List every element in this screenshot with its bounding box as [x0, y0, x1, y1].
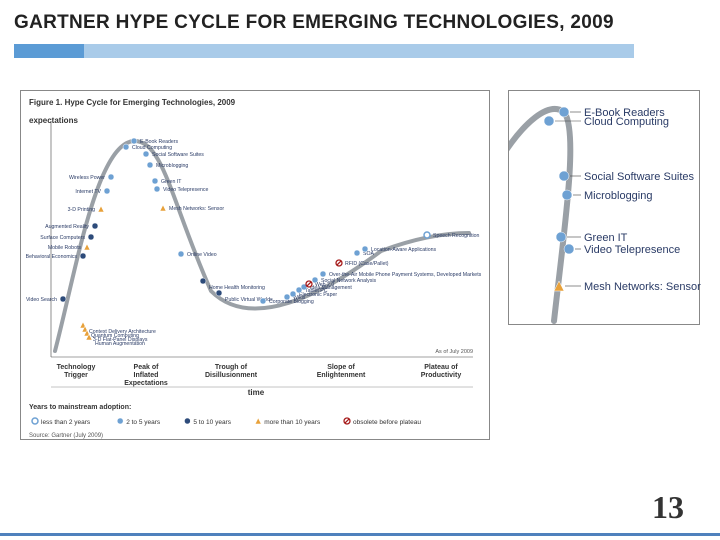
- slide-title: GARTNER HYPE CYCLE FOR EMERGING TECHNOLO…: [0, 0, 720, 40]
- slide: GARTNER HYPE CYCLE FOR EMERGING TECHNOLO…: [0, 0, 720, 540]
- ribbon-dark: [14, 44, 84, 58]
- svg-text:5 to 10 years: 5 to 10 years: [193, 419, 231, 426]
- svg-text:Social Software Suites: Social Software Suites: [152, 152, 204, 158]
- svg-text:Speech Recognition: Speech Recognition: [433, 233, 480, 239]
- hype-cycle-main-chart: Figure 1. Hype Cycle for Emerging Techno…: [20, 90, 490, 440]
- bottom-accent-line: [0, 533, 720, 536]
- svg-text:E-Book Readers: E-Book Readers: [584, 107, 665, 119]
- svg-text:Online Video: Online Video: [187, 252, 217, 258]
- svg-text:2 to 5 years: 2 to 5 years: [126, 419, 161, 426]
- svg-text:Internet TV: Internet TV: [75, 189, 101, 195]
- svg-text:Microblogging: Microblogging: [584, 190, 652, 202]
- page-number: 13: [652, 489, 684, 526]
- svg-text:obsolete before plateau: obsolete before plateau: [353, 419, 421, 426]
- svg-text:Peak ofInflatedExpectations: Peak ofInflatedExpectations: [124, 364, 168, 387]
- svg-text:Video Search: Video Search: [26, 297, 57, 303]
- svg-text:Surface Computers: Surface Computers: [40, 235, 85, 241]
- svg-text:Source: Gartner (July 2009): Source: Gartner (July 2009): [29, 433, 103, 439]
- svg-text:E-Book Readers: E-Book Readers: [140, 139, 178, 145]
- svg-text:Over-the-Air Mobile Phone Paym: Over-the-Air Mobile Phone Payment System…: [329, 272, 482, 278]
- svg-text:Home Health Monitoring: Home Health Monitoring: [209, 285, 265, 291]
- svg-text:Plateau ofProductivity: Plateau ofProductivity: [421, 364, 462, 379]
- svg-text:less than 2 years: less than 2 years: [41, 419, 91, 426]
- svg-text:Cloud Computing: Cloud Computing: [132, 145, 172, 151]
- svg-text:Green IT: Green IT: [161, 179, 182, 185]
- svg-text:Years to mainstream adoption:: Years to mainstream adoption:: [29, 404, 131, 411]
- svg-text:Location-Aware Applications: Location-Aware Applications: [371, 247, 436, 253]
- svg-text:Corporate Blogging: Corporate Blogging: [269, 299, 314, 305]
- svg-text:Figure 1. Hype Cycle for Emerg: Figure 1. Hype Cycle for Emerging Techno…: [29, 98, 236, 107]
- svg-text:Mesh Networks: Sensor: Mesh Networks: Sensor: [584, 281, 701, 293]
- svg-text:Behavioral Economics: Behavioral Economics: [26, 254, 78, 260]
- svg-text:time: time: [248, 388, 265, 397]
- svg-text:Mobile Robots: Mobile Robots: [48, 245, 82, 251]
- svg-text:Slope ofEnlightenment: Slope ofEnlightenment: [317, 364, 366, 379]
- svg-text:Social Network Analysis: Social Network Analysis: [321, 278, 376, 284]
- svg-text:more than 10 years: more than 10 years: [264, 419, 321, 426]
- hype-cycle-detail-chart: Cloud ComputingE-Book ReadersSocial Soft…: [508, 90, 700, 325]
- svg-text:Microblogging: Microblogging: [156, 163, 188, 169]
- svg-text:Mesh Networks: Sensor: Mesh Networks: Sensor: [169, 206, 224, 212]
- svg-text:RFID (Case/Pallet): RFID (Case/Pallet): [345, 261, 389, 267]
- ribbon-light: [84, 44, 634, 58]
- svg-text:Trough ofDisillusionment: Trough ofDisillusionment: [205, 364, 258, 379]
- svg-text:As of July 2009: As of July 2009: [435, 349, 473, 355]
- svg-text:Green IT: Green IT: [584, 232, 628, 244]
- title-ribbon: [14, 44, 634, 58]
- svg-text:3-D Printing: 3-D Printing: [68, 207, 96, 213]
- svg-text:expectations: expectations: [29, 116, 78, 125]
- svg-text:Wireless Power: Wireless Power: [69, 175, 105, 181]
- svg-text:Human Augmentation: Human Augmentation: [95, 341, 145, 347]
- svg-text:TechnologyTrigger: TechnologyTrigger: [57, 364, 96, 379]
- svg-text:Social Software Suites: Social Software Suites: [584, 171, 695, 183]
- svg-text:Video Telepresence: Video Telepresence: [163, 187, 208, 193]
- svg-text:Augmented Reality: Augmented Reality: [45, 224, 89, 230]
- svg-text:Video Telepresence: Video Telepresence: [584, 244, 680, 256]
- charts-row: Figure 1. Hype Cycle for Emerging Techno…: [20, 90, 700, 440]
